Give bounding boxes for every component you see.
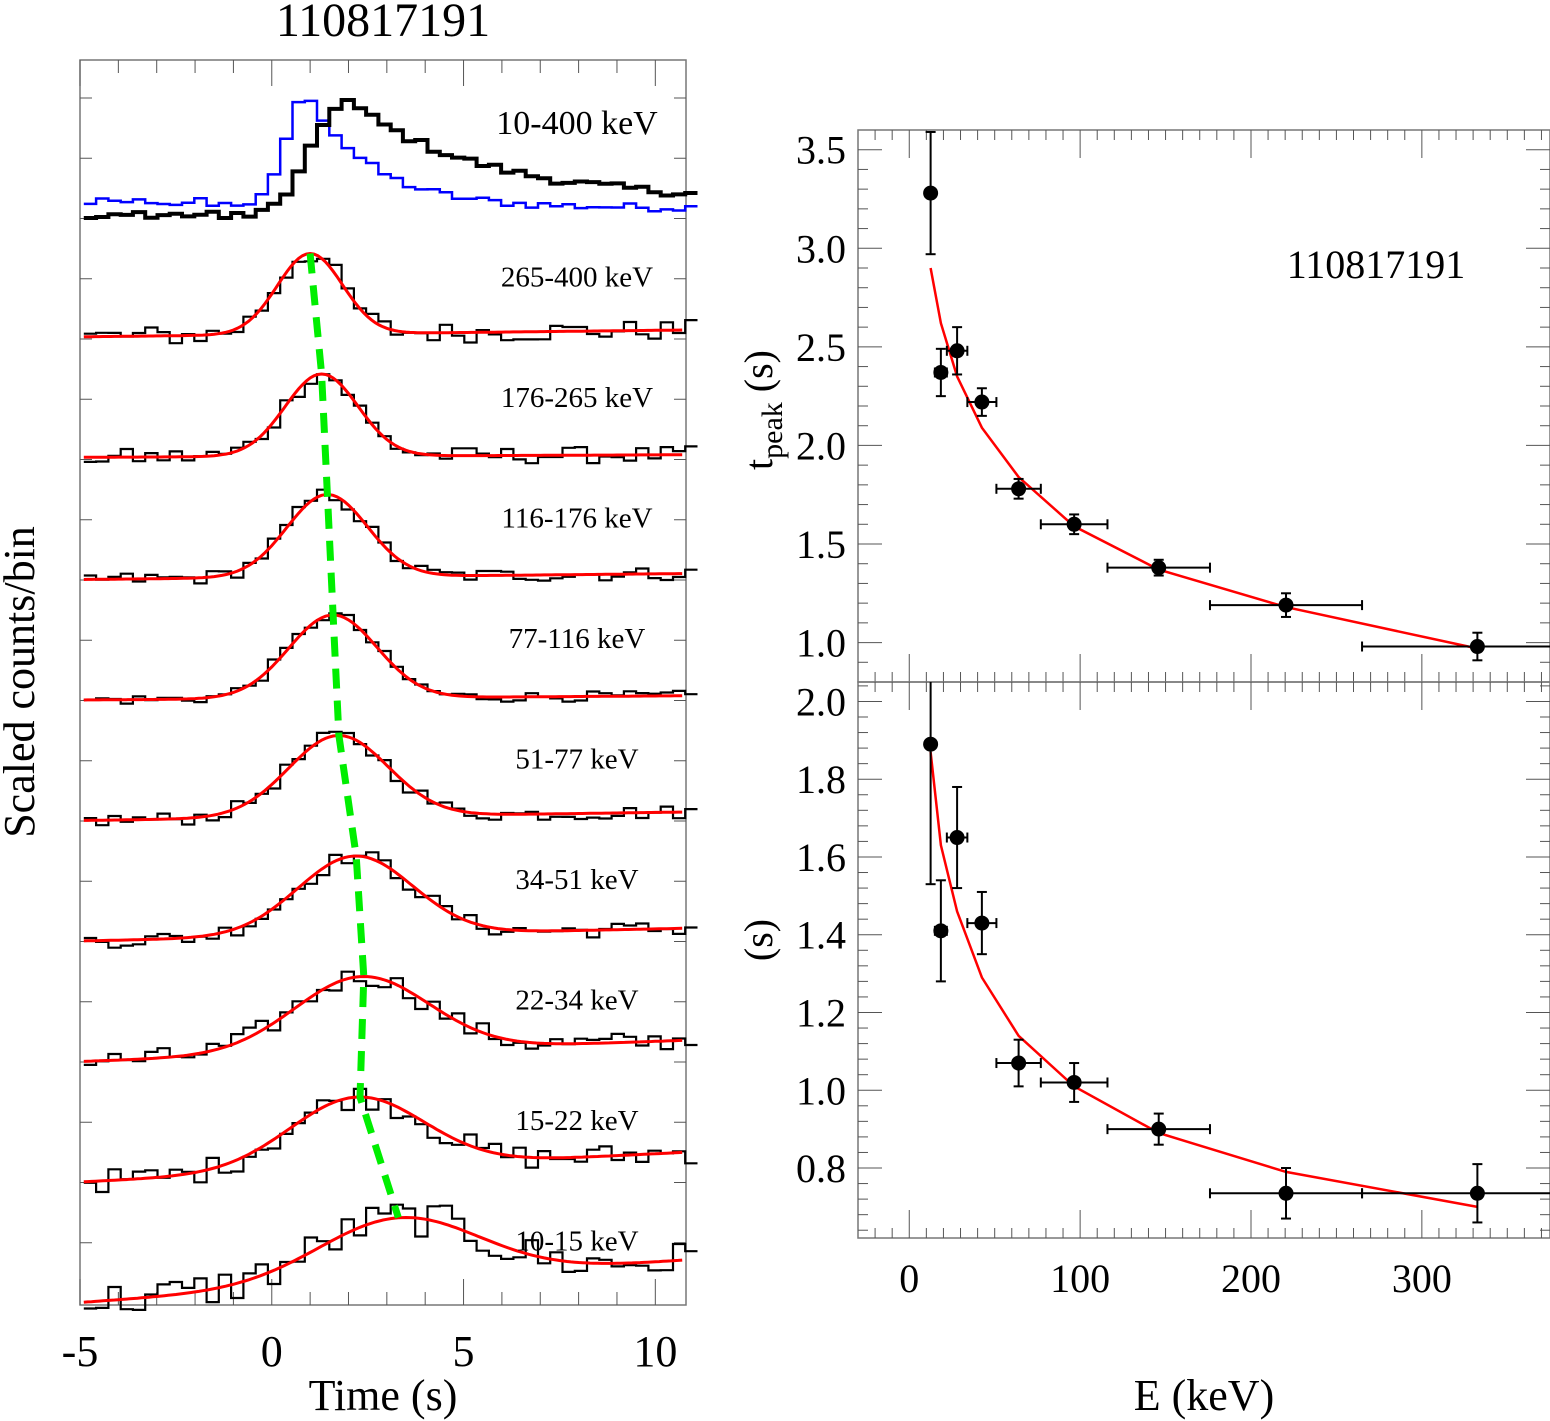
light-curve-histogram	[83, 970, 698, 1066]
data-point	[933, 364, 949, 380]
y-tick-label: 2.5	[796, 325, 846, 370]
data-point	[933, 923, 949, 939]
fit-curve	[83, 613, 683, 702]
data-point	[1011, 481, 1027, 497]
fit-curve	[83, 1215, 683, 1304]
x-tick-label: 100	[1050, 1256, 1110, 1301]
energy-band-label: 22-34 keV	[515, 985, 638, 1017]
data-point	[1469, 639, 1485, 655]
width-plot: 0.8 1.0 1.2 1.4 1.6 1.8 2.0 0 100 200 300	[796, 679, 1550, 1301]
energy-band-label: 77-116 keV	[509, 623, 646, 655]
fit-curve	[83, 1095, 683, 1184]
energy-band-label: 10-400 keV	[496, 105, 658, 142]
x-tick-label: 10	[633, 1327, 677, 1376]
y-tick-label: 3.5	[796, 128, 846, 173]
left-y-axis-label: Scaled counts/bin	[0, 526, 44, 838]
y-tick-label: 1.8	[796, 757, 846, 802]
fit-curve	[83, 251, 683, 339]
x-tick-label: 300	[1392, 1256, 1452, 1301]
data-point	[1066, 516, 1082, 532]
data-point	[949, 343, 965, 359]
data-point	[1151, 1121, 1167, 1137]
data-point	[974, 915, 990, 931]
energy-band-label: 51-77 keV	[515, 744, 638, 776]
plot-frame	[857, 681, 1550, 1239]
light-curve-histogram	[83, 1087, 698, 1194]
ylabel-unit: (s)	[736, 350, 781, 402]
y-tick-label: 2.0	[796, 423, 846, 468]
data-point	[1278, 597, 1294, 613]
width-y-axis-label: (s)	[736, 919, 781, 961]
x-tick-label: 0	[261, 1327, 283, 1376]
left-chart-title: 110817191	[276, 0, 490, 47]
fit-curve	[83, 734, 683, 822]
data-point	[923, 185, 939, 201]
x-tick-label: 200	[1221, 1256, 1281, 1301]
tpeak-annotation: 110817191	[1287, 242, 1466, 287]
energy-band-label: 34-51 keV	[515, 864, 638, 896]
x-tick-label: 5	[453, 1327, 475, 1376]
y-tick-label: 2.0	[796, 679, 846, 724]
y-tick-label: 1.4	[796, 913, 846, 958]
energy-band-label: 15-22 keV	[515, 1105, 638, 1137]
fit-curve	[83, 974, 683, 1063]
y-tick-label: 1.0	[796, 621, 846, 666]
y-tick-label: 1.0	[796, 1068, 846, 1113]
energy-band-label: 176-265 keV	[501, 382, 653, 414]
fit-curve	[929, 267, 1478, 650]
light-curve-histogram	[83, 1203, 698, 1311]
data-point	[1469, 1185, 1485, 1201]
fit-curve	[83, 372, 683, 459]
light-curve-total	[83, 98, 698, 220]
data-point	[1011, 1055, 1027, 1071]
y-tick-label: 1.5	[796, 522, 846, 567]
fit-curve	[929, 751, 1478, 1209]
tpeak-y-axis-label: tpeak (s)	[736, 350, 789, 470]
peak-track-line	[306, 253, 402, 1219]
y-tick-label: 3.0	[796, 226, 846, 271]
light-curves-plot: -5 0 5 10 10-400 keV 265-400 keV 176-265 keV 11…	[62, 59, 698, 1376]
energy-band-label: 10-15 keV	[515, 1226, 638, 1258]
tpeak-plot: 1.0 1.5 2.0 2.5 3.0 3.5	[796, 128, 1550, 683]
energy-band-label: 116-176 keV	[501, 503, 652, 535]
data-point	[923, 736, 939, 752]
y-tick-label: 1.2	[796, 990, 846, 1035]
left-plot-frame	[79, 59, 687, 1306]
y-tick-label: 0.8	[796, 1146, 846, 1191]
fit-curve	[83, 854, 683, 943]
ylabel-sub: peak	[756, 402, 789, 459]
x-tick-label: 0	[899, 1256, 919, 1301]
x-tick-label: -5	[62, 1327, 99, 1376]
energy-x-axis-label: E (keV)	[1134, 1371, 1275, 1420]
energy-band-label: 265-400 keV	[501, 262, 653, 294]
left-x-axis-label: Time (s)	[309, 1371, 458, 1420]
ylabel-main: t	[736, 459, 781, 470]
y-tick-label: 1.6	[796, 835, 846, 880]
data-point	[974, 394, 990, 410]
data-point	[1066, 1074, 1082, 1090]
plot-frame	[857, 129, 1550, 683]
light-curve-alt	[83, 99, 698, 213]
light-curve-histogram	[83, 612, 698, 705]
fit-curve	[83, 493, 683, 581]
data-point	[1151, 560, 1167, 576]
data-point	[949, 830, 965, 846]
data-point	[1278, 1185, 1294, 1201]
